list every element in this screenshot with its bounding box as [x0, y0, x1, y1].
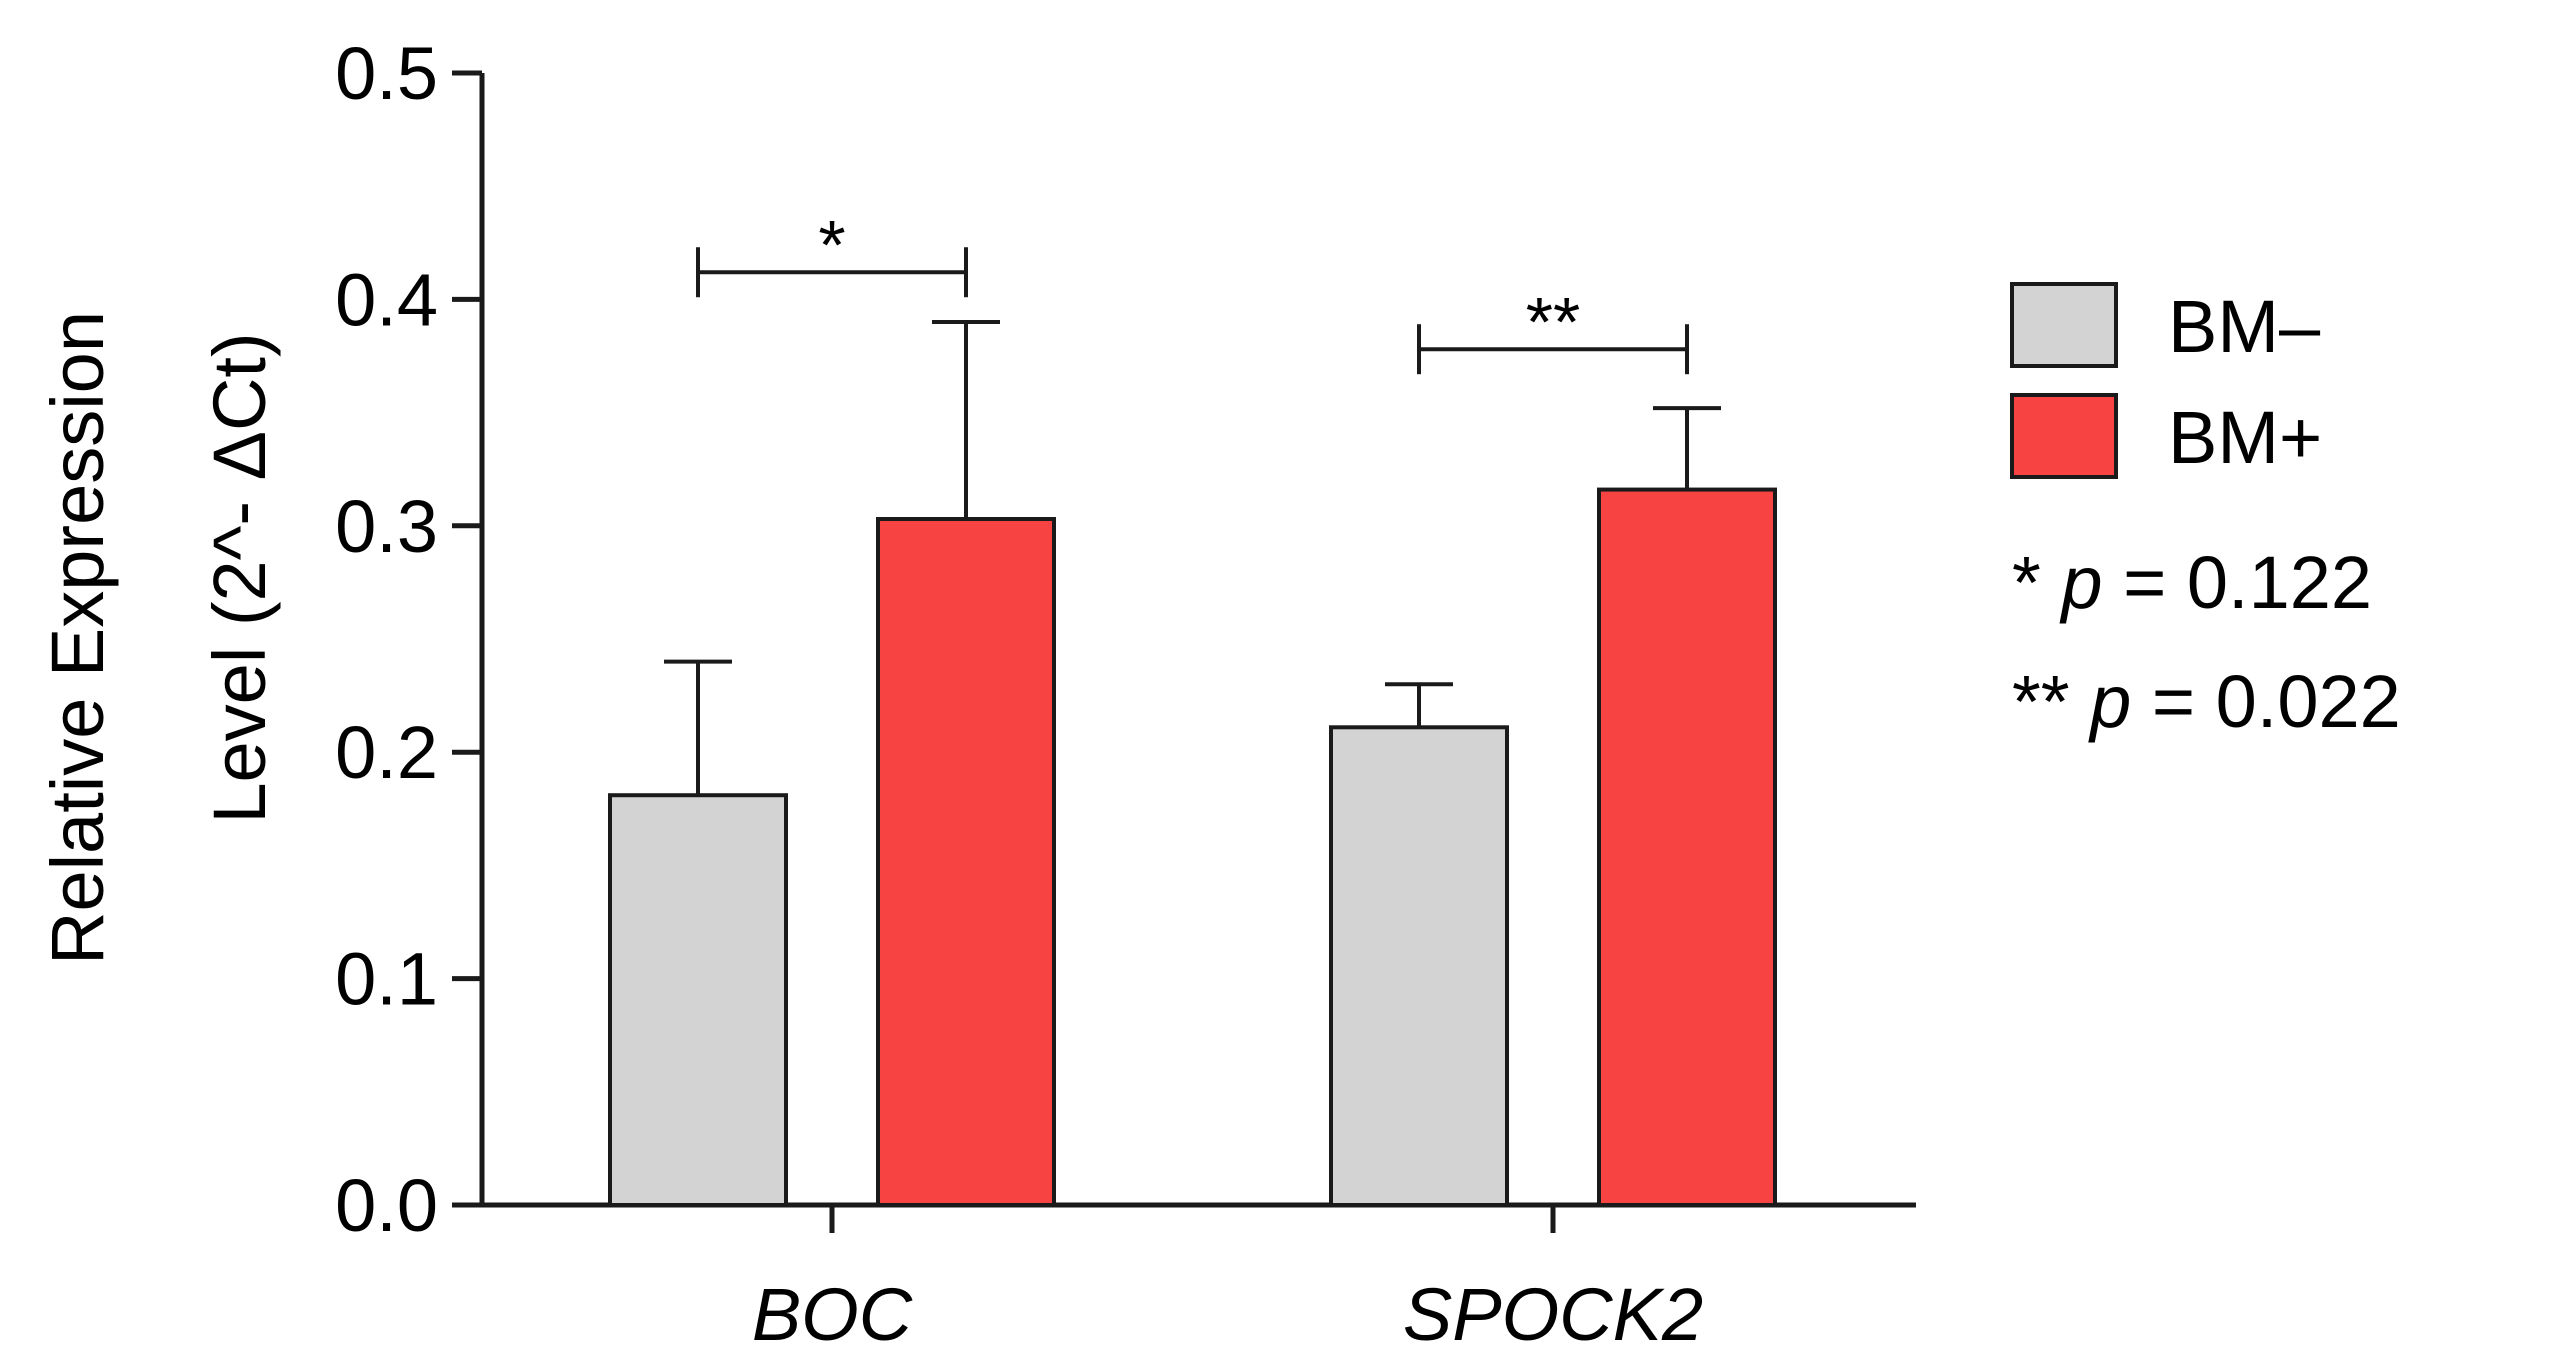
- y-tick-label: 0.1: [335, 938, 438, 1021]
- p-value-note-p: p: [2059, 541, 2102, 624]
- x-tick-labels: BOC SPOCK2: [752, 1205, 1703, 1356]
- p-value-note: * p = 0.122: [2012, 541, 2372, 624]
- significance-marker: **: [1526, 283, 1580, 361]
- significance-brackets: ***: [696, 206, 1689, 375]
- p-value-note-marker: *: [2012, 541, 2061, 624]
- bars: [608, 487, 1777, 1208]
- p-value-note-marker: **: [2012, 660, 2090, 743]
- legend-swatch: [2010, 282, 2118, 368]
- y-axis-label-line2: Level (2^- ΔCt): [198, 332, 281, 823]
- legend-swatch: [2010, 393, 2118, 479]
- legend-label: BM–: [2168, 285, 2321, 368]
- p-value-note-value: = 0.022: [2131, 660, 2401, 743]
- bar: [876, 517, 1056, 1207]
- p-value-note-value: = 0.122: [2103, 541, 2373, 624]
- y-axis-label-line1: Relative Expression: [36, 311, 119, 965]
- x-tick-label: BOC: [752, 1273, 913, 1356]
- y-axis-label: Relative Expression Level (2^- ΔCt): [36, 311, 281, 965]
- y-ticks: 0.0 0.1 0.2 0.3 0.4 0.5: [335, 32, 482, 1247]
- y-tick-label: 0.2: [335, 711, 438, 794]
- bar: [1597, 487, 1777, 1207]
- x-tick-label: SPOCK2: [1403, 1273, 1703, 1356]
- y-tick-label: 0.3: [335, 485, 438, 568]
- y-tick-label: 0.5: [335, 32, 438, 115]
- p-value-note-p: p: [2088, 660, 2131, 743]
- p-value-note: ** p = 0.022: [2012, 660, 2401, 743]
- p-value-notes: * p = 0.122** p = 0.022: [2012, 541, 2401, 743]
- legend: BM– BM+: [2010, 282, 2322, 479]
- legend-label: BM+: [2168, 396, 2322, 479]
- significance-marker: *: [818, 206, 845, 284]
- bar: [608, 793, 788, 1207]
- bar: [1329, 725, 1509, 1208]
- y-tick-label: 0.4: [335, 258, 438, 341]
- y-tick-label: 0.0: [335, 1164, 438, 1247]
- error-bars: [664, 320, 1721, 796]
